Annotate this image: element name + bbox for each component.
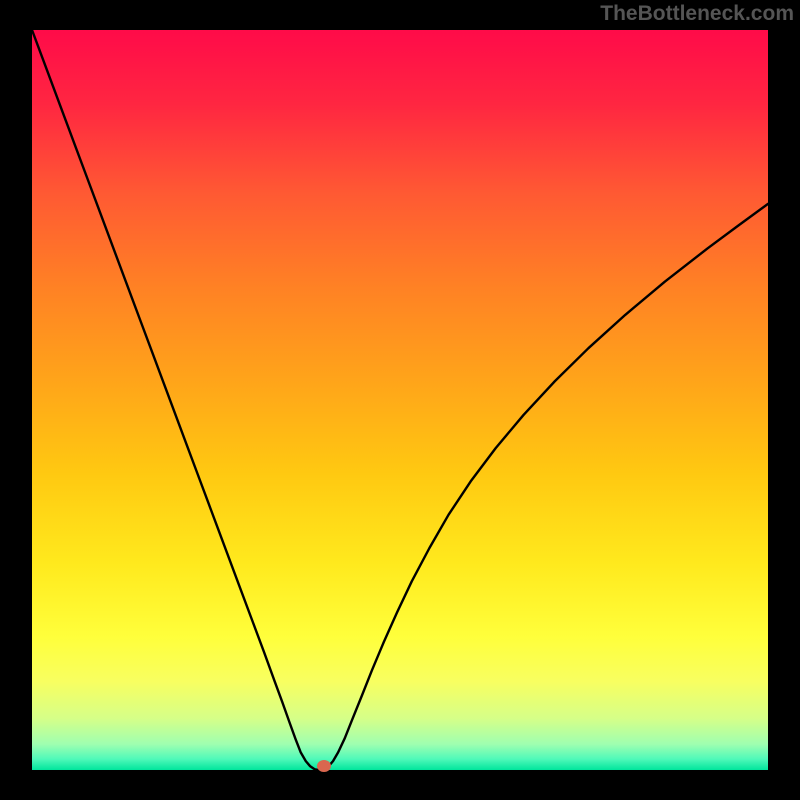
minimum-marker — [317, 760, 331, 772]
plot-area — [32, 30, 768, 770]
bottleneck-curve — [32, 30, 768, 770]
attribution-label: TheBottleneck.com — [600, 2, 794, 26]
chart-container: TheBottleneck.com — [0, 0, 800, 800]
